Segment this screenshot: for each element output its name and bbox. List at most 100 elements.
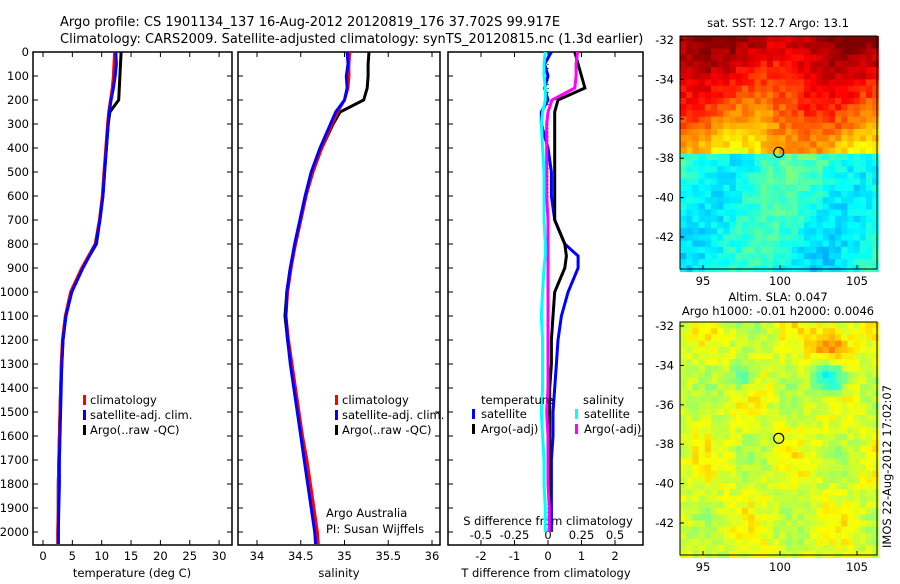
map-cell [698,322,706,329]
map-cell [711,122,718,130]
map-cell [680,36,687,43]
map-cell [680,446,687,453]
map-cell [835,135,842,142]
map-cell [766,501,774,509]
map-cell [816,135,824,142]
map-cell [729,433,737,441]
map-cell [735,483,743,490]
legend-swatch [335,410,338,420]
map-cell [704,259,712,266]
map-cell [698,545,706,552]
map-cell [785,172,793,180]
map-cell [680,365,687,373]
map-cell [816,359,824,366]
map-cell [711,346,718,354]
map-cell [866,203,873,211]
map-cell [779,508,786,515]
map-cell [723,353,731,360]
map-cell [748,42,755,49]
map-cell [841,464,848,472]
map-cell [692,384,700,391]
map-cell [822,184,830,192]
map-cell [816,246,824,254]
map-cell [872,532,879,540]
map-cell [760,346,768,354]
map-cell [760,415,768,422]
map-cell [698,67,706,74]
map-cell [773,240,780,248]
map-cell [797,377,805,385]
map-cell [804,402,811,410]
map-cell [810,340,817,348]
map-cell [791,85,799,93]
y-tick-label: 800 [7,237,29,251]
map-cell [810,234,817,242]
map-cell [835,421,842,428]
map-cell [866,390,873,397]
map-cell [841,184,848,192]
map-cell [773,228,780,235]
map-cell [804,129,811,136]
map-cell [742,54,749,62]
map-cell [791,135,799,142]
map-cell [828,470,836,478]
map-cell [686,439,693,447]
map-cell [866,545,873,552]
map-cell [859,234,867,242]
map-cell [704,91,712,99]
map-cell [766,253,774,260]
map-cell [816,539,824,546]
map-cell [760,421,768,428]
legend-label: satellite [584,407,630,421]
map-cell [797,104,805,111]
map-cell [859,259,867,266]
map-cell [785,191,793,198]
map-cell [754,42,762,49]
map-cell [686,98,693,105]
map-cell [754,371,762,379]
map-cell [698,495,706,503]
map-cell [853,197,861,204]
map-cell [859,334,867,342]
map-cell [711,178,718,186]
map-cell [717,501,724,509]
map-cell [717,328,724,335]
map-cell [866,470,873,478]
map-cell [785,526,793,534]
map-cell [859,396,867,404]
map-cell [698,408,706,416]
map-cell [785,60,793,68]
map-cell [779,178,786,186]
map-cell [711,501,718,509]
map-cell [711,42,718,49]
map-cell [866,489,873,497]
map-cell [797,259,805,266]
map-cell [797,483,805,490]
map-cell [791,421,799,428]
map-cell [816,477,824,484]
map-cell [704,464,712,472]
map-cell [692,166,700,173]
map-cell [828,520,836,528]
map-cell [723,415,731,422]
map-cell [835,160,842,167]
map-cell [748,73,755,80]
map-cell [816,153,824,161]
series-line-1 [548,51,587,532]
map-cell [729,129,737,136]
map-cell [748,178,755,186]
map-cell [866,141,873,149]
map-cell [872,259,879,266]
map-cell [810,36,817,43]
map-cell [866,501,873,509]
map-cell [698,371,706,379]
map-cell [773,470,780,478]
map-cell [766,129,774,136]
map-cell [785,371,793,379]
map-cell [828,215,836,223]
map-cell [785,353,793,360]
map-cell [704,67,712,74]
map-cell [766,532,774,540]
map-cell [835,122,842,130]
map-cell [828,458,836,466]
